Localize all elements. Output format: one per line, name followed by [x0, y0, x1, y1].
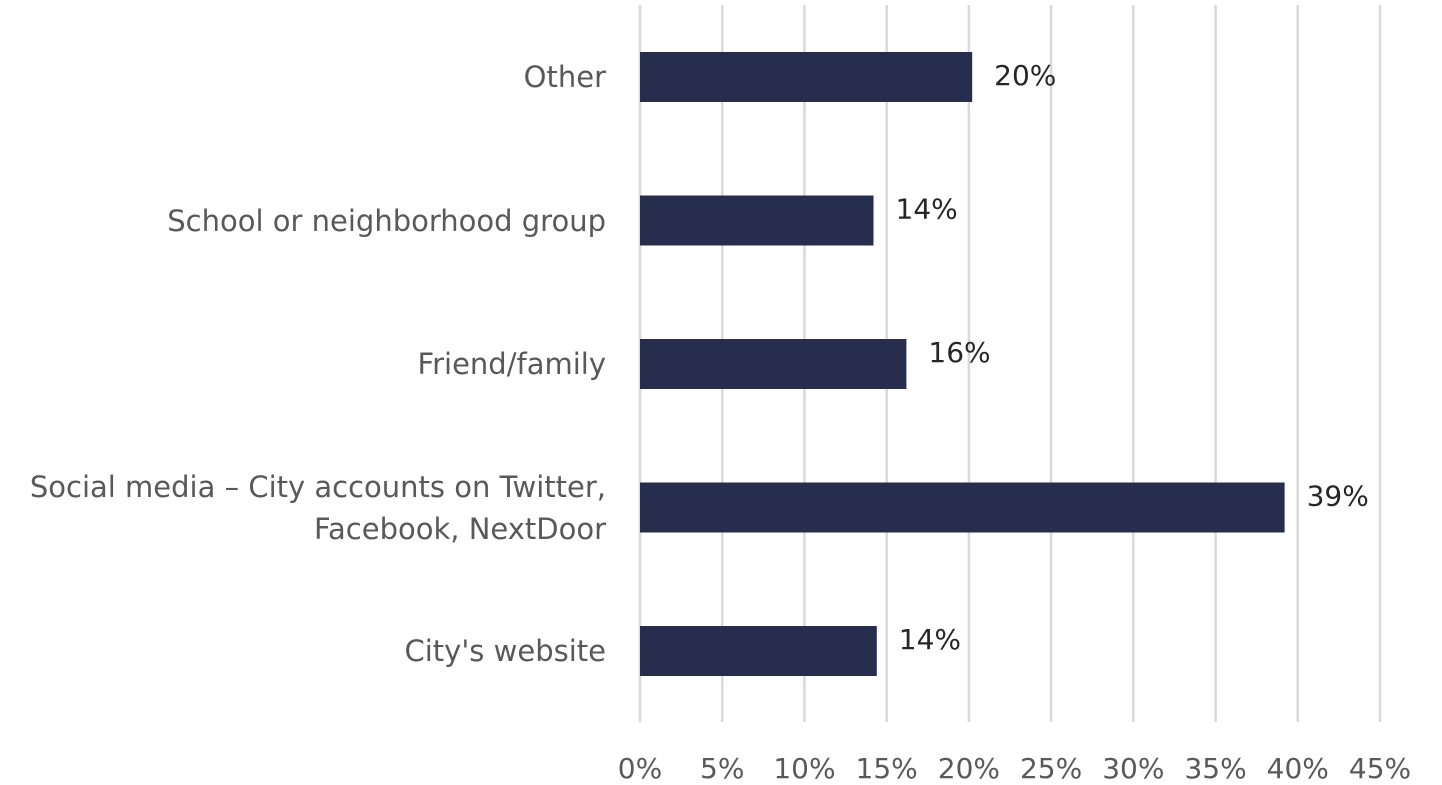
value-label: 16% [928, 336, 990, 369]
bar [640, 52, 973, 102]
y-tick-label: School or neighborhood group [167, 203, 606, 238]
y-tick-label: City's website [404, 634, 607, 668]
x-tick-label: 40% [1267, 752, 1329, 785]
x-tick-label: 20% [938, 752, 1000, 785]
x-tick-label: 45% [1349, 752, 1411, 785]
value-label: 14% [896, 193, 958, 226]
x-tick-label: 35% [1184, 752, 1246, 785]
y-tick-label: Friend/family [417, 347, 606, 381]
y-tick-label: Other [523, 60, 606, 94]
bar [640, 626, 877, 676]
x-tick-label: 15% [856, 752, 918, 785]
x-tick-label: 5% [700, 752, 744, 785]
value-label: 39% [1307, 480, 1369, 513]
bar [640, 482, 1285, 533]
x-tick-label: 0% [618, 752, 662, 785]
x-tick-label: 10% [773, 752, 835, 785]
y-tick-label: Social media – City accounts on Twitter,… [29, 469, 606, 546]
bar [640, 339, 907, 389]
value-label: 20% [994, 59, 1056, 92]
value-label: 14% [899, 623, 961, 656]
x-tick-label: 30% [1102, 752, 1164, 785]
bar [640, 195, 874, 246]
x-tick-label: 25% [1020, 752, 1082, 785]
